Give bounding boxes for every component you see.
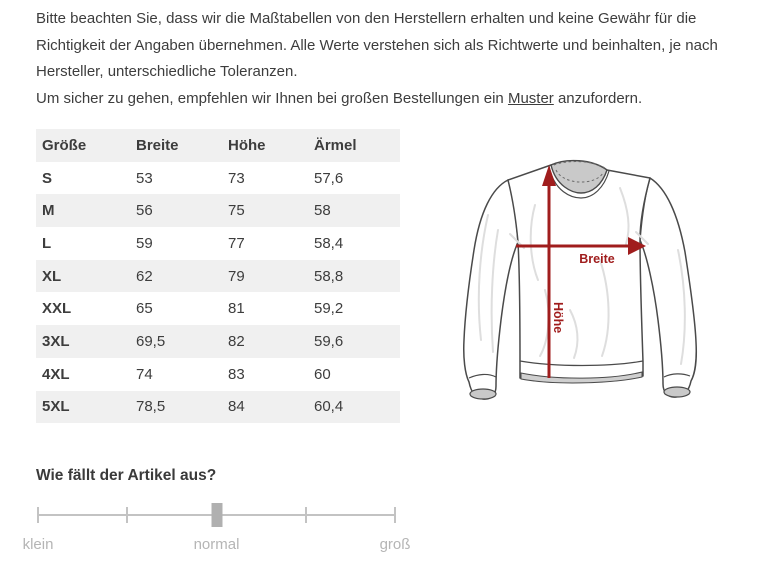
cell-aermel: 60: [314, 365, 331, 383]
sweater-left-sleeve: [463, 179, 519, 400]
cell-hoehe: 75: [228, 202, 245, 220]
sweater-right-sleeve: [639, 177, 697, 398]
cell-breite: 65: [136, 300, 153, 318]
cell-breite: 62: [136, 267, 153, 285]
slider-tick: [304, 507, 307, 523]
cell-size: XXL: [42, 300, 72, 318]
sample-note-after: anzufordern.: [553, 89, 643, 107]
cell-breite: 56: [136, 202, 153, 220]
sample-note-before: Um sicher zu gehen, empfehlen wir Ihnen …: [36, 89, 508, 107]
disclaimer-text: Bitte beachten Sie, dass wir die Maßtabe…: [36, 6, 758, 112]
table-row: 3XL 69,5 82 59,6: [36, 325, 400, 358]
slider-tick: [394, 507, 396, 523]
cell-size: 3XL: [42, 332, 70, 350]
breite-label: Breite: [579, 252, 614, 266]
cell-aermel: 59,2: [314, 300, 344, 318]
slider-tick: [126, 507, 129, 523]
fit-slider[interactable]: [37, 502, 396, 530]
cell-hoehe: 83: [228, 365, 245, 383]
header-aermel: Ärmel: [314, 136, 357, 154]
breite-arrow: [516, 237, 646, 255]
cell-size: S: [42, 169, 53, 187]
muster-link[interactable]: Muster: [507, 89, 554, 107]
header-breite: Breite: [136, 136, 179, 154]
cell-aermel: 60,4: [314, 398, 344, 416]
table-row: L 59 77 58,4: [36, 227, 400, 260]
fit-label-gross: groß: [379, 536, 411, 553]
cell-hoehe: 84: [228, 398, 245, 416]
cell-hoehe: 73: [228, 169, 245, 187]
cell-aermel: 58: [314, 202, 331, 220]
table-row: 4XL 74 83 60: [36, 358, 400, 391]
header-hoehe: Höhe: [228, 136, 266, 154]
collar: [550, 159, 608, 194]
hoehe-arrow: [542, 165, 556, 378]
cell-hoehe: 81: [228, 300, 245, 318]
cell-breite: 53: [136, 169, 153, 187]
fit-question: Wie fällt der Artikel aus?: [36, 467, 217, 484]
fit-label-klein: klein: [22, 536, 54, 553]
cell-breite: 74: [136, 365, 153, 383]
cell-hoehe: 79: [228, 267, 245, 285]
cell-size: M: [42, 202, 55, 220]
slider-tick: [37, 507, 39, 523]
hem-band: [520, 371, 643, 384]
cell-size: L: [42, 234, 52, 252]
cell-hoehe: 77: [228, 234, 245, 252]
slider-labels: klein normal groß: [23, 536, 411, 554]
cell-aermel: 57,6: [314, 169, 344, 187]
right-cuff: [663, 386, 691, 398]
cell-hoehe: 82: [228, 332, 245, 350]
cell-aermel: 58,4: [314, 234, 344, 252]
cell-breite: 78,5: [136, 398, 166, 416]
cell-breite: 59: [136, 234, 153, 252]
table-row: XL 62 79 58,8: [36, 259, 400, 293]
cell-size: XL: [42, 267, 62, 285]
cell-size: 4XL: [42, 365, 70, 383]
left-cuff: [469, 388, 497, 400]
sweater-diagram: Breite Höhe: [463, 159, 697, 400]
table-row: S 53 73 57,6: [36, 162, 400, 195]
disclaimer-paragraph: Bitte beachten Sie, dass wir die Maßtabe…: [36, 10, 718, 80]
table-row: XXL 65 81 59,2: [36, 292, 400, 325]
cell-breite: 69,5: [136, 332, 166, 350]
table-row: 5XL 78,5 84 60,4: [36, 390, 400, 424]
table-row: M 56 75 58: [36, 194, 400, 228]
sample-note: Um sicher zu gehen, empfehlen wir Ihnen …: [36, 86, 758, 113]
table-header-row: Größe Breite Höhe Ärmel: [36, 129, 400, 162]
cell-aermel: 59,6: [314, 332, 344, 350]
sweater-body: [507, 161, 651, 383]
hoehe-label: Höhe: [551, 302, 565, 333]
size-table: Größe Breite Höhe Ärmel S 53 73 57,6 M 5…: [36, 129, 400, 424]
cell-aermel: 58,8: [314, 267, 344, 285]
fit-label-normal: normal: [193, 536, 240, 553]
cell-size: 5XL: [42, 398, 70, 416]
slider-handle[interactable]: [211, 503, 222, 527]
header-groesse: Größe: [42, 136, 87, 154]
